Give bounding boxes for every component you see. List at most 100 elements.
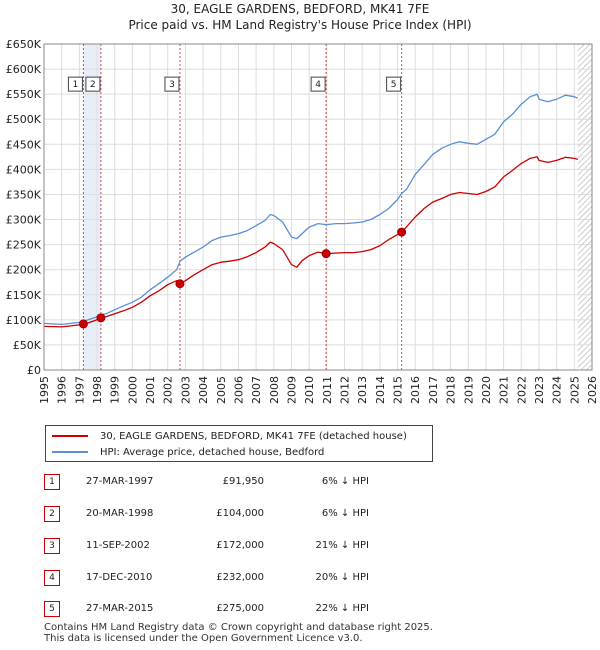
plot-border (43, 43, 593, 371)
x-tick-label: 2009 (285, 376, 298, 404)
y-tick-label: £600K (6, 63, 42, 76)
x-tick-label: 2017 (427, 376, 440, 404)
x-tick-label: 2007 (250, 376, 263, 404)
sale-price: £104,000 (216, 508, 264, 519)
x-tick-label: 2024 (551, 376, 564, 404)
sale-date: 27-MAR-2015 (86, 603, 154, 614)
x-tick-label: 2006 (232, 376, 245, 404)
sale-hpi-diff: 22% ↓ HPI (315, 603, 369, 614)
x-tick-label: 1995 (38, 376, 51, 404)
legend-item-hpi: HPI: Average price, detached house, Bedf… (52, 445, 324, 459)
sale-row: 3 11-SEP-2002 £172,000 21% ↓ HPI (44, 535, 584, 555)
x-tick-label: 1997 (73, 376, 86, 404)
y-tick-label: £250K (6, 239, 42, 252)
sale-price: £232,000 (216, 572, 264, 583)
footer-copyright: Contains HM Land Registry data © Crown c… (44, 622, 433, 633)
y-tick-label: £350K (6, 188, 42, 201)
x-tick-label: 2026 (586, 376, 599, 404)
x-tick-label: 2003 (179, 376, 192, 404)
legend-label-hpi: HPI: Average price, detached house, Bedf… (100, 446, 325, 458)
y-tick-label: £400K (6, 163, 42, 176)
x-tick-label: 1998 (91, 376, 104, 404)
sale-date: 17-DEC-2010 (86, 572, 153, 583)
sale-number-badge: 2 (44, 506, 60, 522)
x-tick-label: 2000 (126, 376, 139, 404)
footer-licence: This data is licensed under the Open Gov… (44, 633, 363, 644)
sale-marker-label: 4 (315, 80, 321, 90)
x-tick-label: 2008 (268, 376, 281, 404)
sale-marker-box (164, 76, 180, 92)
plot-area (44, 44, 592, 370)
y-tick-label: £650K (6, 38, 42, 51)
x-tick-label: 2004 (197, 376, 210, 404)
sale-point (96, 313, 106, 323)
x-tick-label: 2019 (462, 376, 475, 404)
sale-number-badge: 1 (44, 474, 60, 490)
sale-marker-label: 2 (90, 80, 96, 90)
sale-hpi-diff: 6% ↓ HPI (321, 476, 369, 487)
x-tick-label: 1999 (109, 376, 122, 404)
x-tick-label: 2025 (568, 376, 581, 404)
x-tick-label: 2015 (392, 376, 405, 404)
sale-point (175, 279, 185, 289)
sale-point (397, 227, 407, 237)
sale-marker-label: 5 (391, 80, 397, 90)
x-tick-label: 2018 (445, 376, 458, 404)
property-price-line (43, 156, 579, 328)
sale-number-badge: 5 (44, 601, 60, 617)
y-tick-label: £0 (27, 364, 41, 377)
legend-item-property: 30, EAGLE GARDENS, BEDFORD, MK41 7FE (de… (52, 429, 407, 443)
x-tick-label: 2012 (339, 376, 352, 404)
x-tick-label: 2010 (303, 376, 316, 404)
x-tick-label: 2011 (321, 376, 334, 404)
y-tick-label: £200K (6, 264, 42, 277)
sale-hpi-diff: 20% ↓ HPI (315, 572, 369, 583)
sale-row: 1 27-MAR-1997 £91,950 6% ↓ HPI (44, 471, 584, 491)
price-chart: £0 £50K £100K £150K £200K £250K £300K £350K £400… (6, 38, 599, 404)
x-tick-label: 2002 (162, 376, 175, 404)
x-tick-label: 2013 (356, 376, 369, 404)
y-tick-label: £300K (6, 214, 42, 227)
sale-number-badge: 4 (44, 570, 60, 586)
x-tick-label: 2005 (215, 376, 228, 404)
sale-row: 2 20-MAR-1998 £104,000 6% ↓ HPI (44, 503, 584, 523)
x-tick-label: 2014 (374, 376, 387, 404)
legend-label-property: 30, EAGLE GARDENS, BEDFORD, MK41 7FE (de… (100, 430, 407, 442)
sale-marker-label: 3 (169, 80, 175, 90)
sale-price: £172,000 (216, 540, 264, 551)
chart-title-line2: Price paid vs. HM Land Registry's House … (128, 18, 472, 32)
legend: 30, EAGLE GARDENS, BEDFORD, MK41 7FE (de… (45, 425, 433, 462)
sale-point (78, 319, 88, 329)
sale-marker-box (85, 76, 101, 92)
y-tick-label: £50K (13, 339, 42, 352)
sale-price: £275,000 (216, 603, 264, 614)
sale-number-badge: 3 (44, 538, 60, 554)
sale-date: 27-MAR-1997 (86, 476, 154, 487)
chart-title-line1: 30, EAGLE GARDENS, BEDFORD, MK41 7FE (170, 2, 430, 16)
y-tick-label: £150K (6, 289, 42, 302)
sale-hpi-diff: 21% ↓ HPI (315, 540, 369, 551)
x-tick-label: 2022 (515, 376, 528, 404)
footer: Contains HM Land Registry data © Crown c… (44, 622, 433, 644)
y-tick-label: £450K (6, 138, 42, 151)
sale-marker-label: 1 (73, 80, 79, 90)
sale-date: 20-MAR-1998 (86, 508, 154, 519)
sale-marker-box (386, 76, 402, 92)
legend-swatch-hpi (52, 451, 88, 453)
x-tick-label: 2023 (533, 376, 546, 404)
sale-row: 4 17-DEC-2010 £232,000 20% ↓ HPI (44, 567, 584, 587)
hpi-line (43, 93, 579, 326)
y-tick-label: £550K (6, 88, 42, 101)
y-tick-label: £500K (6, 113, 42, 126)
x-tick-label: 2001 (144, 376, 157, 404)
x-tick-label: 1996 (56, 376, 69, 404)
y-tick-label: £100K (6, 314, 42, 327)
sale-marker-box (310, 76, 326, 92)
future-hatch-region (577, 44, 592, 370)
x-tick-label: 2016 (409, 376, 422, 404)
sale-marker-box (67, 76, 83, 92)
x-tick-label: 2021 (498, 376, 511, 404)
legend-swatch-property (52, 435, 88, 437)
sale-point (321, 249, 331, 259)
sale-row: 5 27-MAR-2015 £275,000 22% ↓ HPI (44, 598, 584, 618)
